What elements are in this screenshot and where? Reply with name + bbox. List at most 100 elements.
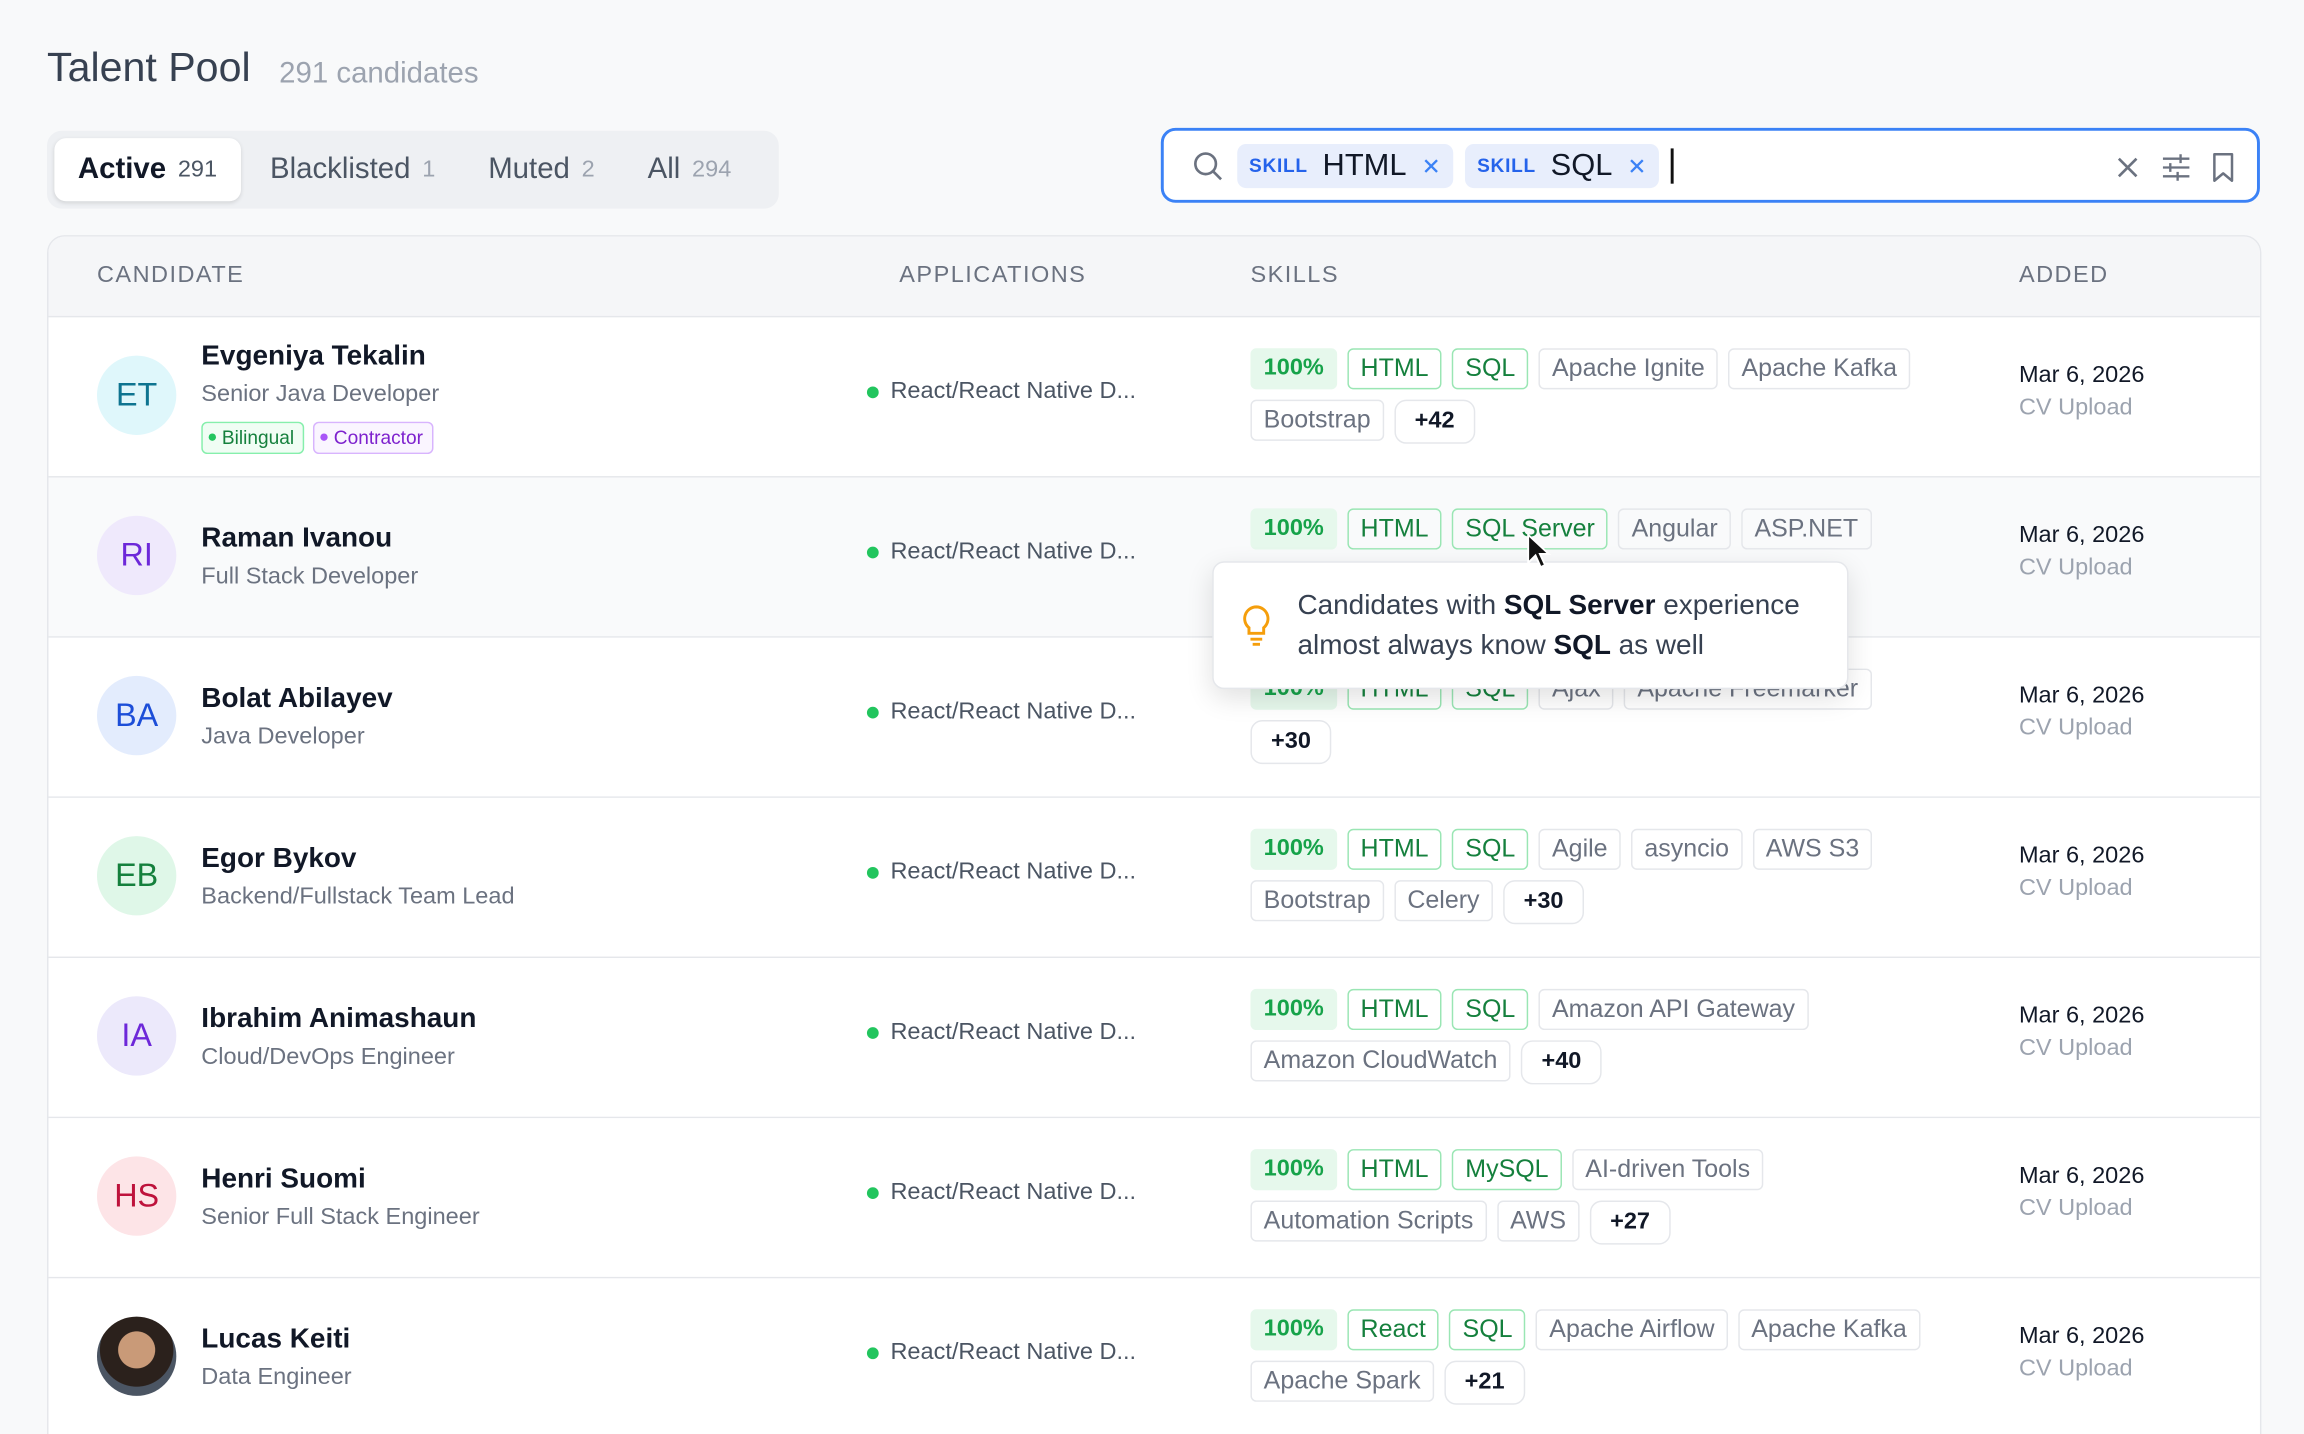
skill-list: 100% HTML SQL Apache Ignite Apache Kafka Boot… [1250,348,1941,444]
more-skills[interactable]: +42 [1394,399,1476,444]
tab-count: 2 [581,156,595,182]
candidate-row[interactable]: IA Ibrahim Animashaun Cloud/DevOps Enginee… [48,958,2260,1119]
avatar: ET [96,355,177,435]
added-date: Mar 6, 2026 [2018,523,2145,549]
skill-list: 100% HTML SQL Amazon API Gateway Amazon Clou… [1250,988,1941,1085]
table-header: CANDIDATE APPLICATIONS SKILLS ADDED [48,236,2260,318]
application-name[interactable]: React/React Native D... [890,379,1137,405]
candidate-row[interactable]: RI Raman Ivanou Full Stack Developer React/… [48,477,2260,638]
chip-value: SQL [1550,147,1613,182]
candidate-role: Data Engineer [201,1365,352,1391]
matched-skill: HTML [1347,348,1442,390]
candidate-row[interactable]: ET Evgeniya Tekalin Senior Java Developer B… [48,317,2260,478]
column-header: APPLICATIONS [899,263,1087,289]
matched-skill: SQL [1449,1309,1526,1351]
added-source: CV Upload [2018,555,2133,581]
tab[interactable]: Active 291 [54,138,241,202]
tab[interactable]: Muted 2 [465,138,619,201]
more-skills[interactable]: +30 [1503,880,1585,925]
candidate-name[interactable]: Raman Ivanou [201,523,393,554]
skill: Amazon API Gateway [1538,988,1809,1031]
filter-button[interactable] [2160,151,2192,183]
candidate-name[interactable]: Egor Bykov [201,843,357,875]
chip-kind: SKILL [1248,154,1308,177]
skill: AWS S3 [1752,828,1873,870]
added-source: CV Upload [2018,1035,2133,1061]
tag-list: Bilingual Contractor [201,420,439,454]
tab-count: 291 [177,156,218,182]
application: React/React Native D... [866,379,1137,405]
matched-skill: HTML [1347,1149,1442,1191]
clear-button[interactable] [2113,153,2142,182]
application-name[interactable]: React/React Native D... [890,539,1137,565]
candidate-info: Ibrahim Animashaun Cloud/DevOps Engineer [201,958,476,1117]
candidate-count: 291 candidates [279,57,479,90]
candidate-name[interactable]: Bolat Abilayev [201,683,393,715]
avatar: IA [96,996,177,1076]
added-source: CV Upload [2018,715,2133,741]
more-skills[interactable]: +21 [1444,1360,1526,1405]
matched-skill: HTML [1347,828,1442,870]
added-date: Mar 6, 2026 [2018,843,2145,869]
candidate-row[interactable]: EB Egor Bykov Backend/Fullstack Team Lead R… [48,797,2260,959]
matched-skill: React [1347,1309,1440,1351]
more-skills[interactable]: +27 [1589,1200,1671,1245]
skill: Agile [1538,828,1621,870]
skill: Apache Ignite [1538,348,1719,390]
status-dot [866,386,879,399]
candidate-row[interactable]: BA Bolat Abilayev Java Developer React/Reac… [48,637,2260,798]
bulb-icon [1243,605,1270,646]
candidate-name[interactable]: Evgeniya Tekalin [201,340,426,372]
candidate-row[interactable]: Lucas Keiti Data Engineer React/React Nati… [48,1278,2260,1434]
tag-dot [208,433,217,441]
candidate-info: Bolat Abilayev Java Developer [201,638,392,797]
save-button[interactable] [2208,151,2237,183]
added-source: CV Upload [2018,1196,2133,1222]
table-body: ET Evgeniya Tekalin Senior Java Developer B… [48,317,2260,1434]
tooltip-text: Candidates with SQL Server experience al… [1297,591,1799,662]
search-box[interactable]: SKILL HTML SKILL SQL [1160,127,2260,203]
tab-label: Blacklisted [269,152,411,186]
status-dot [866,866,879,879]
candidate-role: Backend/Fullstack Team Lead [201,884,515,910]
tag-dot [320,433,328,441]
avatar: HS [96,1156,177,1236]
more-skills[interactable]: +40 [1520,1040,1602,1085]
added-source: CV Upload [2018,1356,2133,1382]
application: React/React Native D... [866,1019,1137,1046]
tooltip-part: as well [1610,630,1704,662]
application-name[interactable]: React/React Native D... [890,1340,1137,1366]
skill: AI-driven Tools [1572,1149,1764,1191]
remove-icon[interactable] [1421,155,1442,176]
status-dot [866,1347,879,1360]
tab-label: Active [77,152,167,186]
tag-label: Contractor [333,426,423,449]
skill-list: 100% React SQL Apache Airflow Apache Kafka Ap… [1250,1309,1941,1405]
status-dot [866,1027,879,1039]
application-name[interactable]: React/React Native D... [890,1179,1137,1205]
skill: Apache Kafka [1728,348,1911,390]
candidate-row[interactable]: HS Henri Suomi Senior Full Stack Engineer R… [48,1118,2260,1279]
application-name[interactable]: React/React Native D... [890,1019,1137,1045]
skill: Angular [1618,508,1731,550]
candidate-name[interactable]: Lucas Keiti [201,1323,351,1355]
remove-icon[interactable] [1627,155,1648,176]
application-name[interactable]: React/React Native D... [890,699,1137,725]
skill: Bootstrap [1250,399,1384,441]
page-title: Talent Pool [47,44,251,90]
more-skills[interactable]: +30 [1250,720,1332,765]
added-date: Mar 6, 2026 [2018,683,2145,709]
match-score: 100% [1250,1149,1338,1191]
tab[interactable]: All 294 [624,138,755,201]
candidate-name[interactable]: Ibrahim Animashaun [201,1003,477,1035]
tab[interactable]: Blacklisted 1 [246,138,458,201]
avatar [96,1316,177,1396]
application: React/React Native D... [866,699,1137,725]
added-date: Mar 6, 2026 [2018,362,2145,388]
tab-label: Muted [488,152,570,186]
matched-skill: SQL [1452,348,1529,390]
candidate-table: CANDIDATE APPLICATIONS SKILLS ADDED ET Evgen… [47,235,2262,1434]
candidate-name[interactable]: Henri Suomi [201,1163,366,1195]
application-name[interactable]: React/React Native D... [890,859,1137,885]
